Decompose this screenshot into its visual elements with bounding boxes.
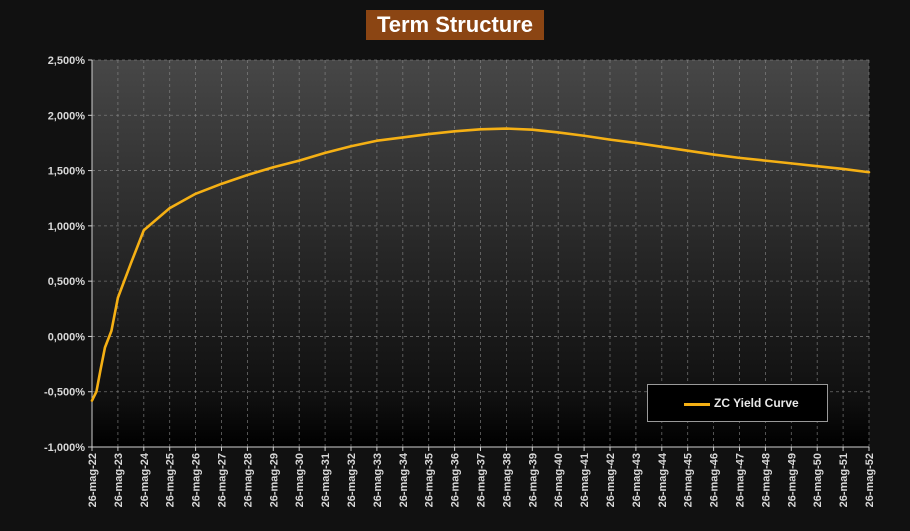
legend: ZC Yield Curve: [647, 384, 828, 422]
x-tick-label: 26-mag-51: [838, 453, 850, 507]
x-tick-label: 26-mag-46: [709, 453, 721, 507]
x-tick-label: 26-mag-26: [191, 453, 203, 507]
y-tick-label: 0,000%: [48, 331, 86, 343]
x-tick-label: 26-mag-49: [786, 453, 798, 507]
x-tick-label: 26-mag-45: [683, 453, 695, 507]
x-tick-label: 26-mag-29: [268, 453, 280, 507]
x-tick-label: 26-mag-52: [864, 453, 876, 507]
x-tick-label: 26-mag-35: [424, 453, 436, 507]
x-tick-label: 26-mag-27: [217, 453, 229, 507]
y-tick-label: -1,000%: [44, 442, 85, 454]
x-tick-label: 26-mag-44: [657, 452, 669, 507]
x-tick-label: 26-mag-22: [87, 453, 99, 507]
x-tick-label: 26-mag-36: [450, 453, 462, 507]
x-tick-label: 26-mag-23: [113, 453, 125, 507]
axes: -1,000% -0,500% 0,000% 0,500% 1,000% 1,500% 2,…: [44, 55, 876, 507]
x-tick-label: 26-mag-33: [372, 453, 384, 507]
x-tick-label: 26-mag-42: [605, 453, 617, 507]
x-tick-label: 26-mag-28: [242, 453, 254, 507]
x-tick-label: 26-mag-40: [553, 453, 565, 507]
legend-label: ZC Yield Curve: [714, 396, 799, 410]
y-tick-label: 0,500%: [48, 276, 86, 288]
x-tick-label: 26-mag-38: [501, 453, 513, 507]
x-tick-label: 26-mag-25: [165, 453, 177, 507]
series-layer: [90, 127, 871, 402]
x-tick-label: 26-mag-50: [812, 453, 824, 507]
y-tick-label: 2,000%: [48, 110, 86, 122]
x-tick-label: 26-mag-39: [527, 453, 539, 507]
x-tick-label: 26-mag-30: [294, 453, 306, 507]
x-tick-label: 26-mag-41: [579, 453, 591, 507]
y-tick-label: 1,500%: [48, 166, 86, 178]
x-tick-label: 26-mag-24: [139, 452, 151, 507]
x-tick-label: 26-mag-34: [398, 452, 410, 507]
x-tick-label: 26-mag-47: [735, 453, 747, 507]
y-tick-label: 1,000%: [48, 221, 86, 233]
x-tick-label: 26-mag-37: [476, 453, 488, 507]
chart-title: Term Structure: [366, 10, 544, 40]
x-tick-label: 26-mag-31: [320, 453, 332, 507]
y-tick-label: 2,500%: [48, 55, 86, 67]
x-tick-label: 26-mag-32: [346, 453, 358, 507]
y-tick-label: -0,500%: [44, 387, 85, 399]
grid-lines: [92, 59, 870, 447]
x-tick-label: 26-mag-48: [760, 453, 772, 507]
x-tick-label: 26-mag-43: [631, 453, 643, 507]
legend-swatch: [684, 403, 710, 406]
series-line-zc-yield-curve: [90, 127, 871, 402]
